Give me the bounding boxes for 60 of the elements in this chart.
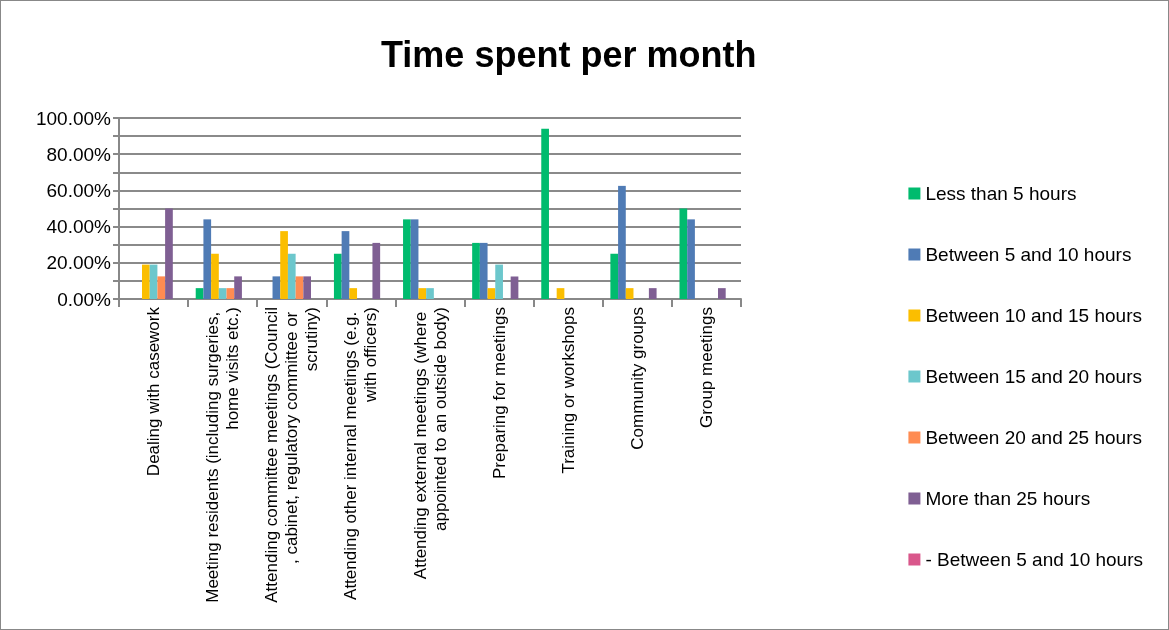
bar [165,208,173,299]
bar [280,231,288,299]
bar [295,276,304,299]
legend-label: Less than 5 hours [925,183,1077,204]
bar [157,276,166,299]
bar [687,219,695,299]
bar [226,288,235,299]
bar [718,288,726,299]
bar [541,128,549,299]
bar [142,264,150,299]
y-tick-label: 60.00% [46,179,112,201]
bar [410,219,419,299]
legend-label: More than 25 hours [925,488,1091,509]
bar [372,242,381,299]
bar [349,288,358,299]
bar [510,276,519,299]
bar [648,288,657,299]
bar [679,208,688,299]
bar [287,253,296,299]
legend-label: - Between 5 and 10 hours [925,549,1143,570]
bar [218,288,227,299]
bar [195,288,204,299]
chart-title: Time spent per month [381,33,757,75]
bar [341,231,350,299]
y-tick-label: 80.00% [46,143,112,165]
y-tick-label: 100.00% [35,107,112,129]
bar [487,288,496,299]
bar [479,242,488,299]
legend-label: Between 5 and 10 hours [925,244,1132,265]
legend-label: Between 20 and 25 hours [925,427,1142,448]
bar [472,242,480,299]
bar [333,253,342,299]
bar [426,288,434,299]
x-tick-label: Attending other internal meetings (e.g. with officers) [341,307,381,600]
x-tick-label: Meeting residents (including surgeries, home visits etc.) [203,307,243,603]
bar [625,288,634,299]
legend-label: Between 15 and 20 hours [925,366,1142,387]
y-tick-label: 40.00% [46,216,112,238]
x-tick-label: Dealing with casework [144,306,164,477]
bar [211,253,219,299]
legend-label: Between 10 and 15 hours [925,305,1142,326]
bar [418,288,427,299]
x-tick-label: Training or workshops [558,307,578,474]
x-tick-label: Community groups [627,307,647,450]
x-tick-label: Preparing for meetings [489,307,509,479]
bar [618,185,626,299]
bar [149,264,158,299]
y-tick-label: 20.00% [46,252,112,274]
x-tick-label: Group meetings [696,307,716,428]
bar [203,219,212,299]
bar [610,253,619,299]
x-tick-label: Attending committee meetings (Council, cabinet, regulatory committee or scrutiny) [262,307,322,603]
y-tick-label: 0.00% [57,288,112,310]
bar [495,264,503,299]
bar [403,219,411,299]
bar [303,276,312,299]
bar [272,276,281,299]
bar [234,276,242,299]
bar [556,288,565,299]
x-tick-label: Attending external meetings (where appointed to an outside body) [410,307,450,580]
